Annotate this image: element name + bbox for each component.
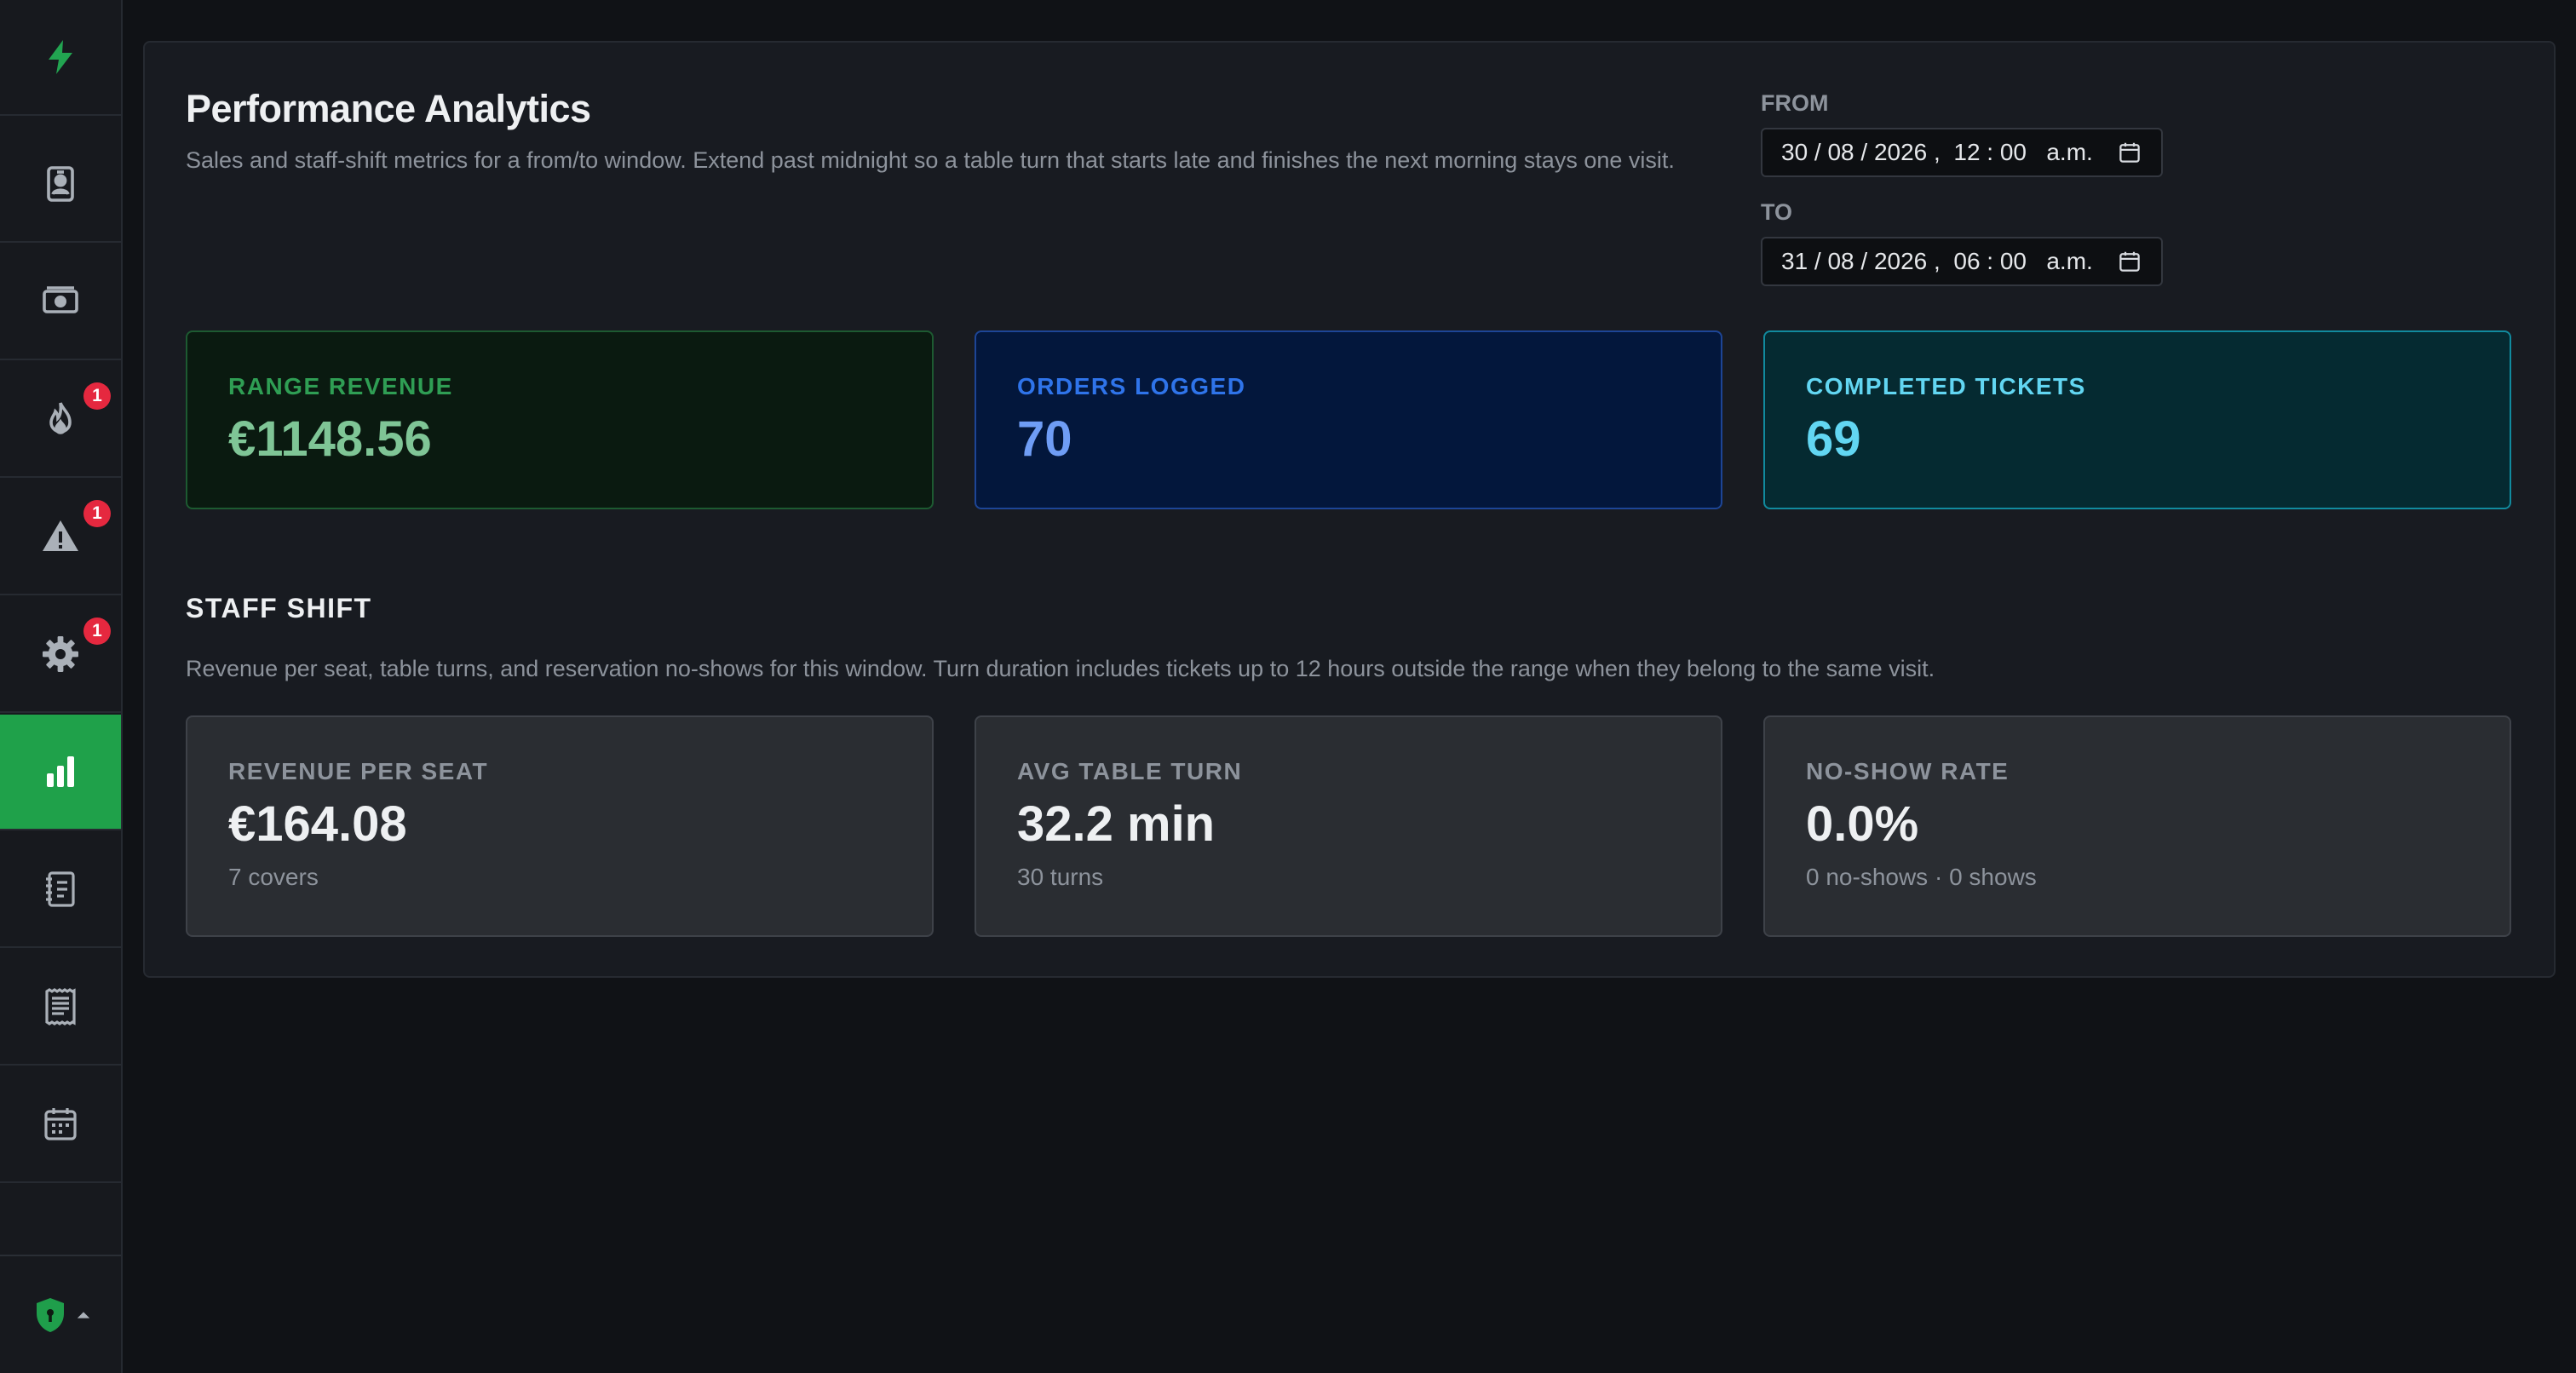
card-value: €164.08 <box>228 796 407 852</box>
banknote-icon <box>43 286 78 313</box>
avg-table-turn-card: AVG TABLE TURN 32.2 min 30 turns <box>975 715 1722 937</box>
gear-icon <box>43 636 78 672</box>
card-value: 69 <box>1806 411 1861 467</box>
account-menu-toggle[interactable] <box>0 1255 121 1373</box>
logo[interactable] <box>0 0 121 116</box>
receipt-icon <box>45 988 76 1025</box>
orders-logged-card: ORDERS LOGGED 70 <box>975 330 1722 509</box>
notification-badge: 1 <box>83 618 111 645</box>
card-value: 70 <box>1017 411 1072 467</box>
calendar-icon[interactable] <box>2117 249 2142 274</box>
card-value: 32.2 min <box>1017 796 1216 852</box>
page-title: Performance Analytics <box>186 87 591 130</box>
notification-badge: 1 <box>83 500 111 527</box>
page-subtitle: Sales and staff-shift metrics for a from… <box>186 147 1675 173</box>
sidebar-item-fire[interactable]: 1 <box>0 362 121 478</box>
revenue-per-seat-card: REVENUE PER SEAT €164.08 7 covers <box>186 715 934 937</box>
to-datetime-input[interactable]: 31 / 08 / 2026 , 06 : 00 a.m. <box>1761 237 2163 286</box>
sidebar-item-money[interactable] <box>0 244 121 360</box>
card-label: RANGE REVENUE <box>228 373 453 399</box>
card-label: ORDERS LOGGED <box>1017 373 1246 399</box>
to-label: TO <box>1761 199 1793 225</box>
card-subtext: 0 no-shows · 0 shows <box>1806 864 2037 890</box>
card-value: 0.0% <box>1806 796 1919 852</box>
notification-badge: 1 <box>83 382 111 410</box>
bar-chart-icon <box>47 756 74 787</box>
notebook-icon <box>46 871 75 907</box>
to-datetime-value: 31 / 08 / 2026 , 06 : 00 a.m. <box>1781 248 2093 274</box>
sidebar-item-analytics[interactable] <box>0 715 121 830</box>
card-label: REVENUE PER SEAT <box>228 758 489 784</box>
caret-up-icon <box>77 1311 90 1318</box>
range-revenue-card: RANGE REVENUE €1148.56 <box>186 330 934 509</box>
section-title: STAFF SHIFT <box>186 593 372 623</box>
shield-lock-icon <box>37 1297 64 1332</box>
sidebar: 1 1 1 <box>0 0 123 1373</box>
card-value: €1148.56 <box>228 411 432 467</box>
warning-icon <box>43 520 78 551</box>
card-subtext: 30 turns <box>1017 864 1104 890</box>
lightning-bolt-icon <box>49 40 72 74</box>
from-datetime-value: 30 / 08 / 2026 , 12 : 00 a.m. <box>1781 139 2093 165</box>
section-description: Revenue per seat, table turns, and reser… <box>186 656 1935 681</box>
from-label: FROM <box>1761 90 1829 116</box>
from-datetime-input[interactable]: 30 / 08 / 2026 , 12 : 00 a.m. <box>1761 128 2163 177</box>
sidebar-item-receipt[interactable] <box>0 950 121 1066</box>
sidebar-item-settings[interactable]: 1 <box>0 597 121 713</box>
sidebar-item-staff[interactable] <box>0 127 121 243</box>
analytics-panel: Performance Analytics Sales and staff-sh… <box>143 41 2556 978</box>
sidebar-item-notebook[interactable] <box>0 832 121 948</box>
card-label: COMPLETED TICKETS <box>1806 373 2086 399</box>
completed-tickets-card: COMPLETED TICKETS 69 <box>1763 330 2511 509</box>
card-subtext: 7 covers <box>228 864 319 890</box>
id-badge-icon <box>47 166 74 202</box>
card-label: NO-SHOW RATE <box>1806 758 2010 784</box>
no-show-rate-card: NO-SHOW RATE 0.0% 0 no-shows · 0 shows <box>1763 715 2511 937</box>
calendar-icon <box>44 1108 77 1140</box>
sidebar-item-alerts[interactable]: 1 <box>0 480 121 595</box>
calendar-icon[interactable] <box>2117 140 2142 165</box>
sidebar-item-calendar[interactable] <box>0 1067 121 1183</box>
flame-icon <box>49 402 72 434</box>
card-label: AVG TABLE TURN <box>1017 758 1243 784</box>
